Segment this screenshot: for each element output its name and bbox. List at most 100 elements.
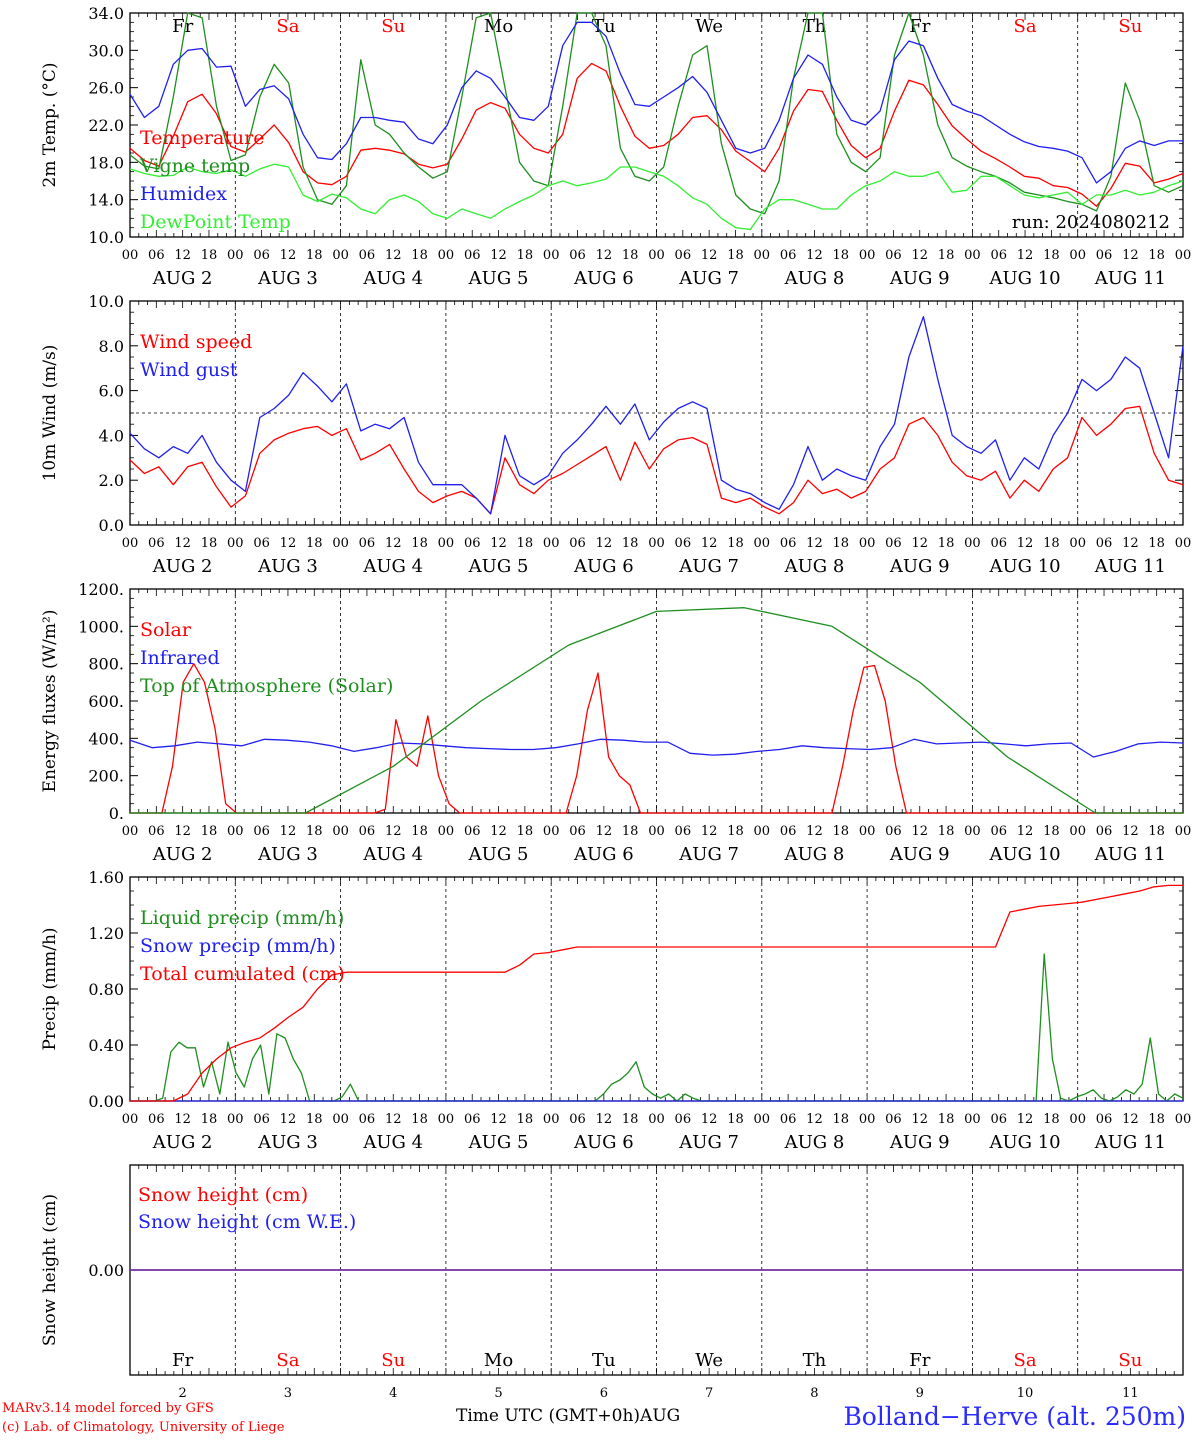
x-axis-title-text: Time UTC (GMT+0h)	[456, 1406, 641, 1426]
panel-3-hour-label: 06	[359, 824, 376, 839]
panel-1-day-name: Tu	[592, 16, 616, 37]
panel-1-hour-label: 06	[569, 248, 586, 263]
panel-1-hour-label: 06	[253, 248, 270, 263]
panel-3-date-label: AUG 7	[678, 844, 739, 865]
panel-4-y-tick-label: 0.40	[88, 1036, 124, 1055]
panel-1-hour-label: 06	[148, 248, 165, 263]
panel-1-hour-label: 18	[1043, 248, 1060, 263]
panel-3-hour-label: 12	[490, 824, 507, 839]
panel-4-hour-label: 12	[1122, 1112, 1139, 1127]
panel-3-hour-label: 18	[411, 824, 428, 839]
panel-2-y-tick-label: 6.0	[99, 382, 124, 401]
panel-1-date-label: AUG 9	[889, 268, 950, 289]
panel-4-hour-label: 00	[964, 1112, 981, 1127]
panel-3-hour-label: 06	[464, 824, 481, 839]
panel-2-hour-label: 00	[332, 536, 349, 551]
panel-5-day-name: We	[695, 1350, 723, 1371]
panel-1-hour-label: 18	[306, 248, 323, 263]
panel-2-date-label: AUG 8	[784, 556, 845, 577]
panel-3-y-tick-label: 200.	[88, 767, 124, 786]
panel-3-hour-label: 00	[438, 824, 455, 839]
panel-4-legend-entry: Snow precip (mm/h)	[140, 935, 336, 957]
panel-2-hour-label: 06	[780, 536, 797, 551]
panel-3-date-label: AUG 11	[1094, 844, 1166, 865]
panel-3-date-label: AUG 6	[573, 844, 634, 865]
panel-3-hour-label: 18	[833, 824, 850, 839]
panel-2-hour-label: 06	[569, 536, 586, 551]
panel-2-hour-label: 18	[517, 536, 534, 551]
panel-4-date-label: AUG 10	[988, 1132, 1060, 1153]
panel-2-date-label: AUG 7	[678, 556, 739, 577]
panel-2-legend-entry: Wind gust	[140, 359, 238, 381]
panel-4-hour-label: 12	[596, 1112, 613, 1127]
panel-1-legend-entry: Temperature	[140, 127, 264, 149]
panel-3-y-tick-label: 1000.	[78, 617, 124, 636]
panel-1-hour-label: 00	[859, 248, 876, 263]
panel-1-hour-label: 12	[806, 248, 823, 263]
panel-4-hour-label: 06	[148, 1112, 165, 1127]
panel-1-legend-entry: DewPoint Temp	[140, 211, 291, 233]
panel-3-hour-label: 06	[885, 824, 902, 839]
panel-1-series-4	[129, 163, 1184, 231]
panel-4-date-label: AUG 9	[889, 1132, 950, 1153]
panel-4-hour-label: 00	[332, 1112, 349, 1127]
panel-2-date-label: AUG 4	[362, 556, 423, 577]
panel-1-day-name: Su	[381, 16, 405, 37]
panel-2-hour-label: 12	[1017, 536, 1034, 551]
panel-2-hour-label: 18	[622, 536, 639, 551]
panel-4-hour-label: 18	[622, 1112, 639, 1127]
panel-1-hour-label: 00	[122, 248, 139, 263]
panel-3-date-label: AUG 2	[152, 844, 213, 865]
panel-4-hour-label: 12	[174, 1112, 191, 1127]
panel-1-hour-label: 00	[1069, 248, 1086, 263]
panel-4-hour-label: 00	[1069, 1112, 1086, 1127]
panel-5-day-name: Tu	[592, 1350, 616, 1371]
panel-1-hour-label: 00	[648, 248, 665, 263]
panel-4-hour-label: 18	[201, 1112, 218, 1127]
panel-2-hour-label: 06	[675, 536, 692, 551]
panel-2-hour-label: 12	[174, 536, 191, 551]
panel-5-legend-entry: Snow height (cm)	[138, 1184, 308, 1206]
panel-5-day-name: Fr	[172, 1350, 193, 1371]
panel-4-hour-label: 18	[938, 1112, 955, 1127]
panel-1-hour-label: 06	[675, 248, 692, 263]
panel-2-hour-label: 18	[727, 536, 744, 551]
panel-2-hour-label: 00	[1069, 536, 1086, 551]
panel-1-y-tick-label: 30.0	[88, 41, 124, 60]
panel-3-y-tick-label: 0.	[109, 804, 124, 823]
panel-4-legend-entry: Liquid precip (mm/h)	[140, 907, 344, 929]
panel-1-hour-label: 00	[964, 248, 981, 263]
panel-4-hour-label: 00	[754, 1112, 771, 1127]
panel-1-hour-label: 18	[517, 248, 534, 263]
panel-1-date-label: AUG 5	[468, 268, 529, 289]
panel-1-hour-label: 18	[727, 248, 744, 263]
panel-1-day-name: Fr	[172, 16, 193, 37]
panel-3-hour-label: 00	[1175, 824, 1192, 839]
credit-line-2: (c) Lab. of Climatology, University of L…	[2, 1420, 285, 1435]
panel-3-hour-label: 12	[701, 824, 718, 839]
panel-3-date-label: AUG 3	[257, 844, 318, 865]
panel-5-y-tick-label: 0.00	[88, 1261, 124, 1280]
credit-line-1: MARv3.14 model forced by GFS	[2, 1401, 214, 1416]
panel-4-hour-label: 18	[1148, 1112, 1165, 1127]
panel-3-hour-label: 18	[201, 824, 218, 839]
panel-2-y-tick-label: 4.0	[99, 426, 124, 445]
panel-3-hour-label: 12	[596, 824, 613, 839]
panel-1-date-label: AUG 8	[784, 268, 845, 289]
panel-3-frame	[129, 588, 1184, 814]
panel-1-hour-label: 06	[464, 248, 481, 263]
panel-4-date-label: AUG 7	[678, 1132, 739, 1153]
panel-2-series-2	[129, 316, 1184, 515]
panel-3-hour-label: 06	[148, 824, 165, 839]
panel-5-day-name: Su	[1118, 1350, 1142, 1371]
panel-4-hour-label: 18	[727, 1112, 744, 1127]
panel-4-hour-label: 00	[122, 1112, 139, 1127]
panel-3-hour-label: 06	[780, 824, 797, 839]
panel-4-hour-label: 06	[885, 1112, 902, 1127]
panel-2-hour-label: 06	[990, 536, 1007, 551]
panel-1-day-name: We	[695, 16, 723, 37]
panel-2-hour-label: 00	[227, 536, 244, 551]
panel-5-day-number: 9	[916, 1386, 924, 1401]
panel-5-day-number: 6	[600, 1386, 608, 1401]
